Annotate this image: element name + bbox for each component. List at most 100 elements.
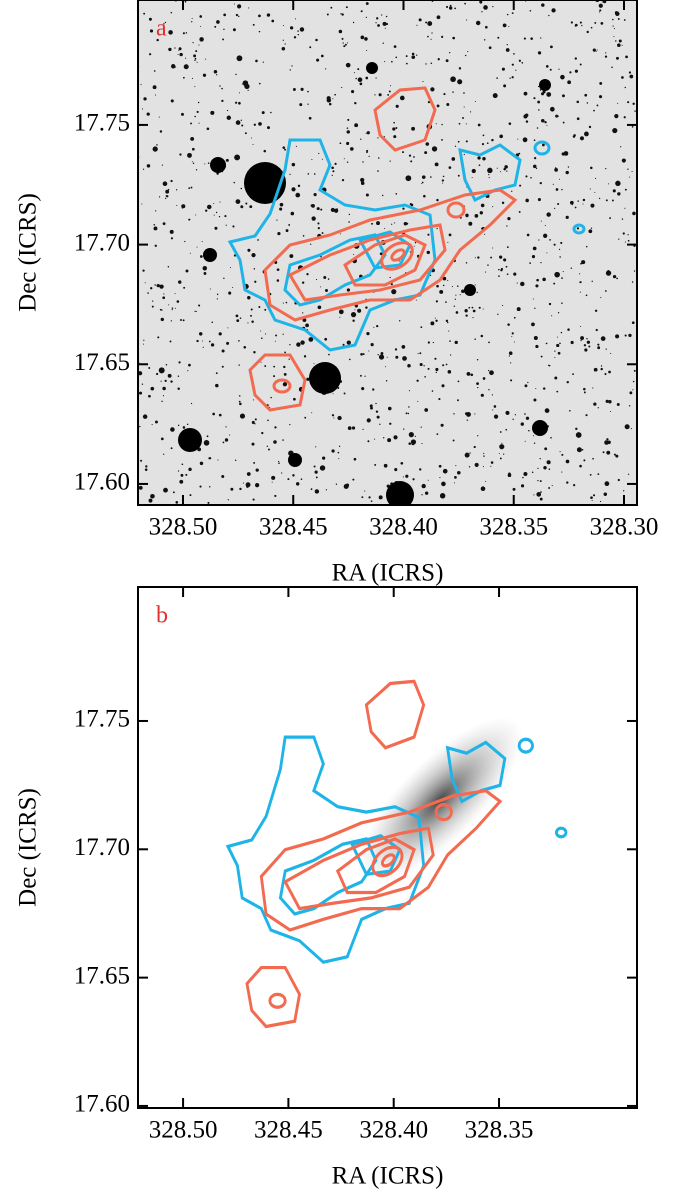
star: [539, 480, 542, 483]
star: [362, 428, 364, 430]
star: [623, 116, 626, 119]
star: [566, 380, 569, 384]
star: [424, 408, 429, 412]
star: [544, 447, 548, 451]
star: [382, 42, 384, 44]
star: [542, 143, 545, 147]
star: [464, 54, 467, 57]
star: [157, 336, 160, 339]
star: [574, 69, 578, 73]
star: [222, 441, 225, 444]
star: [285, 229, 289, 232]
star: [213, 203, 215, 205]
star: [463, 106, 465, 108]
star: [477, 256, 480, 259]
star: [492, 409, 494, 411]
star: [376, 17, 379, 20]
star: [431, 390, 434, 392]
star: [420, 426, 422, 428]
x-tick-label: 328.45: [259, 514, 328, 541]
star: [334, 93, 336, 96]
star: [468, 221, 473, 226]
star: [583, 391, 586, 394]
star: [347, 118, 350, 121]
star: [202, 73, 207, 77]
star: [169, 340, 172, 343]
star: [181, 463, 184, 466]
star: [198, 332, 203, 336]
star: [599, 9, 602, 12]
star: [338, 458, 340, 460]
star: [631, 126, 634, 128]
star: [143, 97, 147, 101]
star: [504, 165, 508, 169]
star: [554, 356, 556, 358]
star: [613, 453, 616, 456]
star: [361, 387, 365, 391]
star: [506, 170, 508, 172]
star: [146, 164, 151, 168]
star: [458, 67, 462, 70]
star: [331, 166, 334, 170]
star: [330, 6, 333, 9]
star: [377, 354, 379, 356]
star: [618, 238, 620, 240]
star: [153, 226, 158, 231]
star: [314, 470, 318, 474]
star: [599, 500, 602, 503]
star: [360, 138, 362, 140]
star: [580, 336, 584, 340]
star: [470, 373, 474, 377]
star: [300, 87, 304, 91]
star: [402, 356, 407, 361]
star: [387, 406, 392, 411]
star: [326, 13, 329, 16]
star: [185, 57, 187, 59]
star: [497, 313, 499, 315]
star: [533, 97, 536, 100]
star: [267, 419, 269, 422]
star: [247, 248, 251, 252]
star: [346, 161, 349, 163]
star: [373, 326, 375, 328]
star: [507, 323, 510, 326]
star: [235, 120, 241, 125]
star: [427, 233, 430, 236]
star: [616, 403, 620, 406]
star: [238, 395, 241, 397]
star: [199, 37, 204, 42]
star: [375, 410, 379, 413]
star: [374, 438, 376, 440]
star: [421, 483, 426, 489]
star: [439, 289, 444, 294]
star: [566, 481, 569, 484]
star: [593, 109, 595, 112]
star: [376, 324, 379, 328]
star: [518, 59, 521, 62]
star: [343, 158, 345, 160]
star: [612, 18, 614, 21]
star: [623, 19, 626, 21]
star: [458, 122, 461, 125]
star: [437, 58, 440, 61]
star: [295, 482, 300, 486]
star: [381, 14, 383, 16]
star: [442, 364, 445, 367]
star: [486, 142, 489, 145]
star: [176, 204, 178, 206]
star: [370, 500, 373, 502]
star: [577, 200, 579, 202]
star: [496, 77, 498, 79]
star: [250, 308, 253, 311]
star: [465, 140, 468, 143]
star: [492, 206, 494, 208]
star: [252, 23, 255, 26]
star: [410, 203, 414, 207]
star: [434, 162, 439, 167]
star: [393, 222, 396, 224]
star: [300, 340, 305, 345]
star: [361, 496, 364, 499]
star: [366, 149, 369, 152]
star: [474, 100, 476, 102]
star: [145, 465, 148, 468]
